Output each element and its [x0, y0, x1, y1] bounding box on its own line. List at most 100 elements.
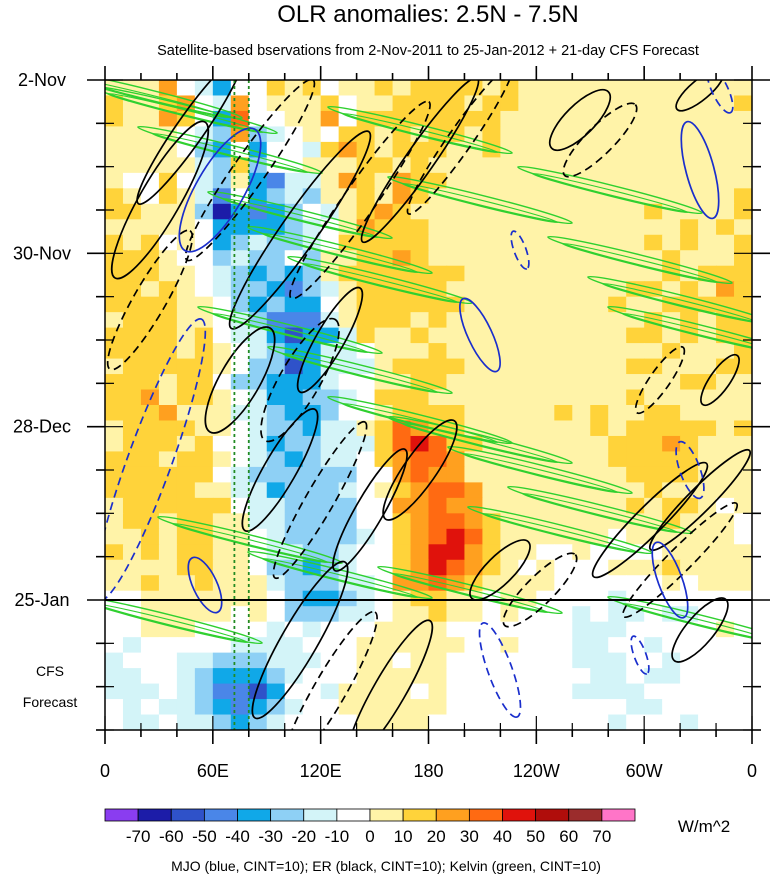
heatmap-cell	[662, 606, 681, 623]
heatmap-cell	[446, 327, 466, 344]
heatmap-cell	[518, 265, 537, 282]
heatmap-cell	[734, 234, 752, 251]
heatmap-cell	[266, 482, 286, 499]
y-tick-label: 2-Nov	[18, 70, 66, 90]
heatmap-cell	[410, 497, 430, 514]
heatmap-cell	[374, 80, 394, 97]
heatmap-cell	[698, 637, 717, 654]
heatmap-cell	[428, 575, 448, 592]
heatmap-cell	[572, 668, 591, 685]
heatmap-cell	[464, 652, 484, 669]
heatmap-cell	[464, 358, 484, 375]
heatmap-cell	[410, 358, 430, 375]
heatmap-cell	[698, 172, 717, 189]
heatmap-cell	[608, 296, 627, 313]
heatmap-cell	[572, 358, 591, 375]
heatmap-cell	[302, 668, 322, 685]
heatmap-cell	[590, 575, 609, 592]
heatmap-cell	[392, 606, 412, 623]
heatmap-cell	[572, 590, 591, 607]
heatmap-cell	[158, 281, 178, 298]
heatmap-cell	[230, 466, 250, 483]
heatmap-cell	[680, 435, 699, 453]
heatmap-cell	[734, 559, 752, 576]
heatmap-cell	[105, 95, 124, 112]
heatmap-cell	[302, 513, 322, 530]
heatmap-cell	[428, 714, 448, 730]
heatmap-cell	[122, 497, 142, 514]
contour-ellipse	[621, 312, 752, 354]
colorbar-swatch	[535, 808, 570, 822]
heatmap-cell	[158, 203, 178, 220]
heatmap-cell	[428, 95, 448, 112]
heatmap-cell	[482, 389, 501, 406]
heatmap-cell	[698, 497, 717, 514]
heatmap-cell	[536, 374, 555, 391]
heatmap-cell	[734, 482, 752, 499]
heatmap-cell	[122, 482, 142, 499]
heatmap-cell	[626, 343, 645, 360]
heatmap-cell	[572, 637, 591, 654]
heatmap-cell	[392, 203, 412, 220]
heatmap-cell	[140, 265, 160, 282]
heatmap-cell	[734, 497, 752, 514]
heatmap-cell	[500, 343, 519, 360]
heatmap-cell	[194, 374, 214, 391]
heatmap-cell	[680, 126, 699, 143]
heatmap-cell	[410, 637, 430, 654]
heatmap-cell	[590, 652, 609, 669]
heatmap-cell	[392, 312, 412, 329]
heatmap-cell	[716, 281, 735, 298]
heatmap-cell	[446, 250, 466, 267]
heatmap-cell	[158, 405, 178, 422]
heatmap-cell	[410, 343, 430, 360]
heatmap-cell	[446, 699, 466, 716]
heatmap-cell	[698, 343, 717, 360]
heatmap-cell	[410, 389, 430, 406]
heatmap-cell	[482, 544, 501, 561]
heatmap-cell	[680, 590, 699, 607]
heatmap-cell	[194, 683, 214, 700]
heatmap-cell	[122, 265, 142, 282]
heatmap-cell	[410, 296, 430, 313]
heatmap-cell	[590, 590, 609, 607]
heatmap-cell	[536, 559, 555, 576]
contour-ellipse	[510, 230, 530, 270]
heatmap-cell	[356, 435, 376, 453]
heatmap-cell	[698, 312, 717, 329]
heatmap-cell	[482, 714, 501, 730]
heatmap-cell	[122, 668, 142, 685]
heatmap-cell	[536, 683, 555, 700]
contour-ellipse	[204, 326, 276, 434]
heatmap-cell	[500, 126, 519, 143]
heatmap-cell	[392, 714, 412, 730]
heatmap-cell	[464, 281, 484, 298]
heatmap-cell	[158, 374, 178, 391]
heatmap-cell	[212, 265, 232, 282]
heatmap-cell	[392, 544, 412, 561]
heatmap-cell	[230, 234, 250, 251]
heatmap-cell	[734, 374, 752, 391]
heatmap-cell	[230, 559, 250, 576]
heatmap-cell	[122, 203, 142, 220]
heatmap-cell	[536, 714, 555, 730]
heatmap-cell	[284, 575, 304, 592]
heatmap-cell	[500, 683, 519, 700]
heatmap-cell	[662, 466, 681, 483]
heatmap-cell	[536, 281, 555, 298]
heatmap-cell	[608, 652, 627, 669]
heatmap-cell	[734, 652, 752, 669]
heatmap-cell	[500, 482, 519, 499]
heatmap-cell	[105, 575, 124, 592]
heatmap-cell	[392, 513, 412, 530]
heatmap-cell	[608, 513, 627, 530]
heatmap-cell	[554, 389, 573, 406]
heatmap-cell	[105, 343, 124, 360]
heatmap-cell	[518, 528, 537, 545]
contour-ellipse	[261, 557, 419, 599]
heatmap-cell	[698, 435, 717, 453]
heatmap-cell	[698, 668, 717, 685]
heatmap-cell	[392, 652, 412, 669]
heatmap-cell	[302, 714, 322, 730]
heatmap-cell	[302, 250, 322, 267]
